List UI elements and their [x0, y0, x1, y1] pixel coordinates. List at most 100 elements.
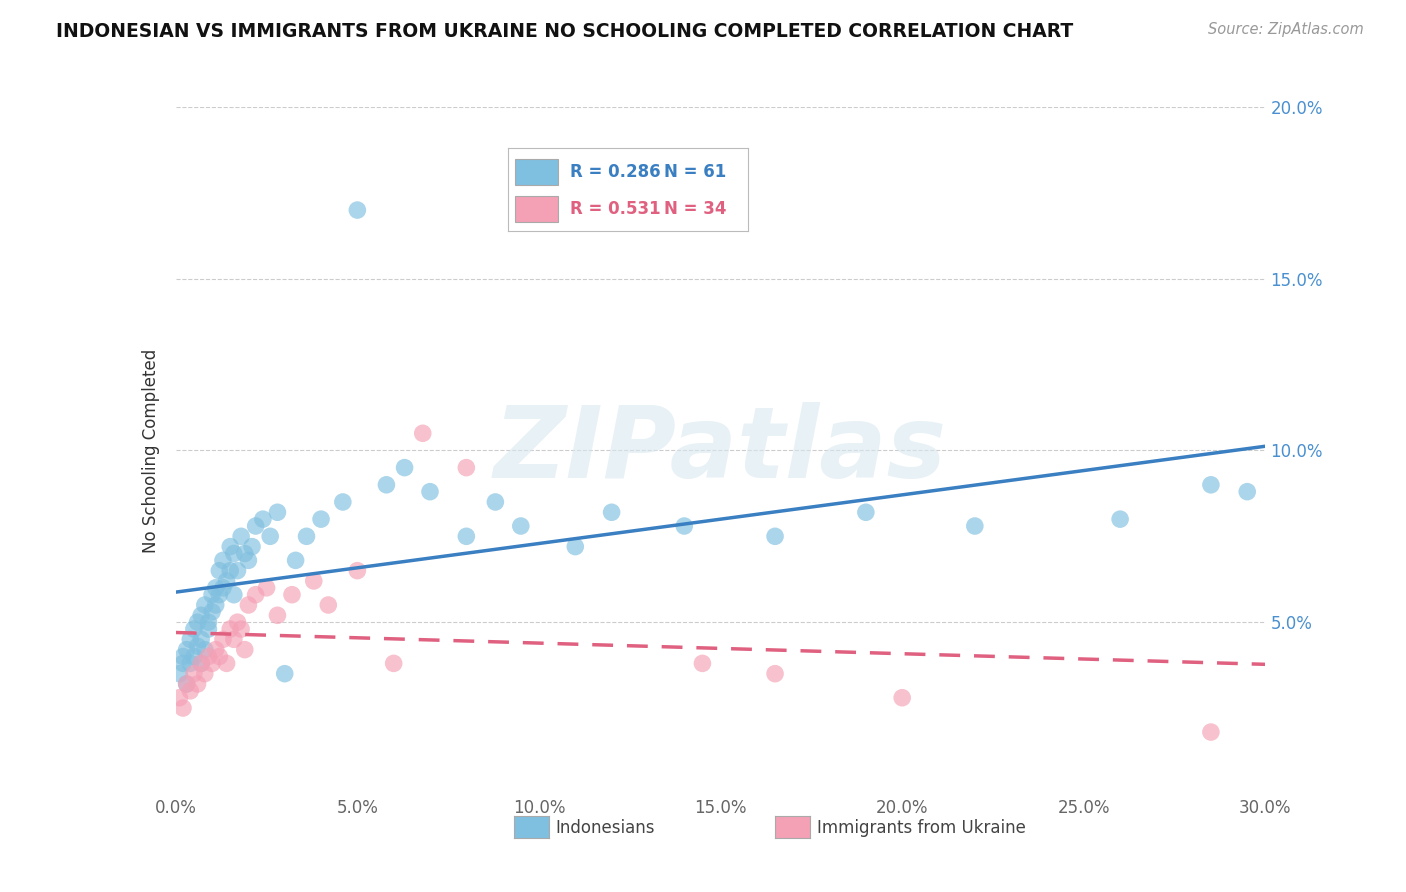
Point — [183, 666, 205, 681]
Point — [219, 540, 242, 554]
Point — [204, 598, 226, 612]
Point — [318, 598, 340, 612]
Point — [215, 657, 238, 671]
Point — [245, 519, 267, 533]
Point — [763, 666, 786, 681]
Text: Indonesians: Indonesians — [555, 819, 655, 837]
Point — [855, 505, 877, 519]
Point — [891, 690, 914, 705]
Point — [197, 622, 219, 636]
Point — [194, 666, 217, 681]
Point — [183, 649, 205, 664]
Point — [295, 529, 318, 543]
Point — [176, 677, 198, 691]
Text: R = 0.286: R = 0.286 — [571, 163, 661, 181]
Point — [176, 677, 198, 691]
Point — [212, 553, 235, 567]
Point — [245, 588, 267, 602]
Text: Source: ZipAtlas.com: Source: ZipAtlas.com — [1208, 22, 1364, 37]
Point — [204, 642, 226, 657]
Point — [763, 529, 786, 543]
Point — [412, 426, 434, 441]
Point — [222, 546, 245, 561]
Point — [266, 608, 288, 623]
Point — [201, 588, 224, 602]
Point — [190, 657, 212, 671]
Point — [194, 642, 217, 657]
Point — [226, 564, 249, 578]
Point — [172, 657, 194, 671]
Point — [201, 605, 224, 619]
Point — [1199, 725, 1222, 739]
Point — [186, 615, 209, 630]
Point — [186, 677, 209, 691]
Point — [197, 649, 219, 664]
Point — [212, 632, 235, 647]
Point — [190, 657, 212, 671]
Point — [176, 642, 198, 657]
Point — [201, 657, 224, 671]
Text: Immigrants from Ukraine: Immigrants from Ukraine — [817, 819, 1026, 837]
Point — [215, 574, 238, 588]
Point — [256, 581, 278, 595]
Point — [208, 564, 231, 578]
Bar — [515, 159, 558, 186]
Point — [456, 529, 478, 543]
Point — [179, 657, 201, 671]
Point — [183, 622, 205, 636]
Point — [208, 649, 231, 664]
Point — [179, 683, 201, 698]
Point — [692, 657, 714, 671]
Point — [231, 622, 253, 636]
Point — [346, 202, 368, 217]
Point — [375, 478, 398, 492]
Point — [382, 657, 405, 671]
Point — [169, 666, 191, 681]
Point — [266, 505, 288, 519]
Point — [600, 505, 623, 519]
Point — [219, 564, 242, 578]
Point — [212, 581, 235, 595]
Y-axis label: No Schooling Completed: No Schooling Completed — [142, 349, 160, 552]
Point — [190, 608, 212, 623]
Point — [233, 642, 256, 657]
Point — [238, 598, 260, 612]
Point — [346, 564, 368, 578]
Point — [172, 701, 194, 715]
Point — [208, 588, 231, 602]
Point — [226, 615, 249, 630]
Text: R = 0.531: R = 0.531 — [571, 200, 661, 219]
Point — [284, 553, 307, 567]
Point — [186, 639, 209, 653]
Point — [219, 622, 242, 636]
Text: ZIPatlas: ZIPatlas — [494, 402, 948, 499]
Point — [509, 519, 531, 533]
Point — [1109, 512, 1132, 526]
Point — [1236, 484, 1258, 499]
Point — [963, 519, 986, 533]
Point — [169, 690, 191, 705]
Point — [204, 581, 226, 595]
Point — [233, 546, 256, 561]
Point — [564, 540, 586, 554]
Point — [456, 460, 478, 475]
Point — [252, 512, 274, 526]
Point — [274, 666, 297, 681]
Point — [222, 588, 245, 602]
Text: N = 61: N = 61 — [664, 163, 725, 181]
Point — [238, 553, 260, 567]
Point — [281, 588, 304, 602]
Point — [231, 529, 253, 543]
Text: N = 34: N = 34 — [664, 200, 727, 219]
Bar — [515, 196, 558, 222]
Point — [419, 484, 441, 499]
Point — [194, 598, 217, 612]
Point — [332, 495, 354, 509]
Point — [197, 615, 219, 630]
Point — [179, 632, 201, 647]
Point — [240, 540, 263, 554]
Point — [484, 495, 506, 509]
Point — [302, 574, 325, 588]
Point — [190, 632, 212, 647]
Point — [172, 649, 194, 664]
